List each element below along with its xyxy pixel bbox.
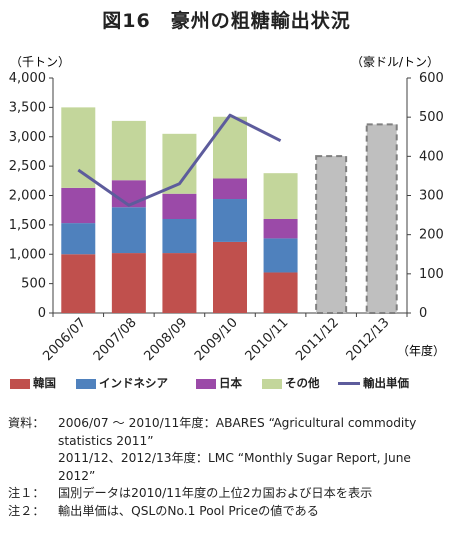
bar-segment-2 [263,238,298,273]
x-tick-label: 2012/13 [344,315,393,364]
y-tick-label-left: 1,000 [9,247,46,262]
x-tick-label: 2010/11 [243,315,292,364]
notes: 資料： 2006/07 ～ 2010/11年度：ABARES “Agricult… [8,415,448,520]
note-source-label: 資料： [8,416,45,430]
bar-total-forecast [365,123,398,314]
y-tick-label-left: 3,000 [9,130,46,145]
chart-area: （千トン） （豪ドル/トン） （年度） 0 500 1,000 1,500 2,000 2… [9,54,445,364]
note-2-text: 輸出単価は、QSLのNo.1 Pool Priceの値である [58,503,319,518]
bar-segment-3 [111,180,146,208]
note-source: 資料： 2006/07 ～ 2010/11年度：ABARES “Agricult… [8,415,448,485]
y-tick-label-right: 500 [419,110,444,125]
line-series-export-price [77,113,282,207]
y-tick-label-left: 2,000 [9,189,46,204]
legend-swatch-korea [10,378,30,389]
legend-label-indonesia: インドネシア [99,376,168,390]
legend-item-japan: 日本 [196,372,242,394]
bar-segment-1 [111,253,146,313]
legend-label-korea: 韓国 [33,376,56,390]
y-tick-label-right: 100 [419,267,444,282]
y-tick-label-right: 400 [419,149,444,164]
bar-segment-3 [162,193,197,219]
bar-total-forecast [315,155,348,314]
bar-segment-2 [61,223,96,255]
bar-segment-4 [61,107,96,188]
x-tick-label: 2008/09 [141,315,190,364]
y-axis-label-right: （豪ドル/トン） [351,54,439,69]
note-source-line-2: 2011/12、2012/13年度：LMC “Monthly Sugar Rep… [58,451,411,483]
legend: 韓国 インドネシア 日本 その他 輸出単価 [10,372,450,394]
legend-item-indonesia: インドネシア [76,372,168,394]
bar-segment-1 [213,241,247,313]
y-tick-label-right: 300 [419,189,444,204]
y-tick-label-left: 1,500 [9,218,46,233]
y-tick-label-left: 4,000 [9,71,46,86]
x-tick-label: 2006/07 [40,315,89,364]
x-tick-label: 2011/12 [293,315,342,364]
legend-line-export-price [338,382,360,385]
x-axis-label: （年度） [397,343,445,358]
y-tick-label-left: 0 [38,306,46,321]
legend-item-korea: 韓国 [10,372,56,394]
y-tick-label-right: 200 [419,228,444,243]
bar-segment-3 [61,187,96,224]
legend-label-export-price: 輸出単価 [363,376,409,390]
bar-segment-2 [213,199,247,242]
bar-segment-1 [263,272,298,313]
legend-label-other: その他 [285,376,320,390]
chart-title: 図16 豪州の粗糖輸出状況 [102,10,351,32]
legend-swatch-japan [196,378,216,389]
bar-segment-3 [263,219,298,239]
x-tick-label: 2007/08 [91,315,140,364]
y-axis-label-left: （千トン） [10,55,70,69]
y-tick-label-right: 0 [419,306,427,321]
bar-segment-4 [263,173,298,219]
x-tick-label: 2009/10 [192,315,241,364]
bar-segment-1 [61,254,96,313]
bar-segment-1 [162,253,197,313]
y-tick-label-left: 500 [21,277,46,292]
y-tick-label-left: 3,500 [9,100,46,115]
y-tick-label-right: 600 [419,71,444,86]
note-1-label: 注１： [8,486,45,500]
bar-segment-3 [213,178,247,200]
legend-item-other: その他 [262,372,320,394]
note-source-line-1: 2006/07 ～ 2010/11年度：ABARES “Agricultural… [58,416,417,448]
legend-swatch-indonesia [76,378,96,389]
y-tick-label-left: 2,500 [9,159,46,174]
legend-label-japan: 日本 [219,376,242,390]
bar-segment-4 [111,120,146,181]
legend-item-export-price: 輸出単価 [338,372,409,394]
note-1: 注１： 国別データは2010/11年度の上位2カ国および日本を表示 [8,485,448,503]
legend-swatch-other [262,378,282,389]
bar-segment-4 [213,116,247,179]
note-2: 注２： 輸出単価は、QSLのNo.1 Pool Priceの値である [8,503,448,521]
note-1-text: 国別データは2010/11年度の上位2カ国および日本を表示 [58,486,373,500]
plot-group: 0 500 1,000 1,500 2,000 2,500 3,000 3,500 4,000 0… [9,71,444,364]
note-2-label: 注２： [8,503,45,518]
bar-segment-2 [111,207,146,254]
bar-segment-2 [162,219,197,254]
